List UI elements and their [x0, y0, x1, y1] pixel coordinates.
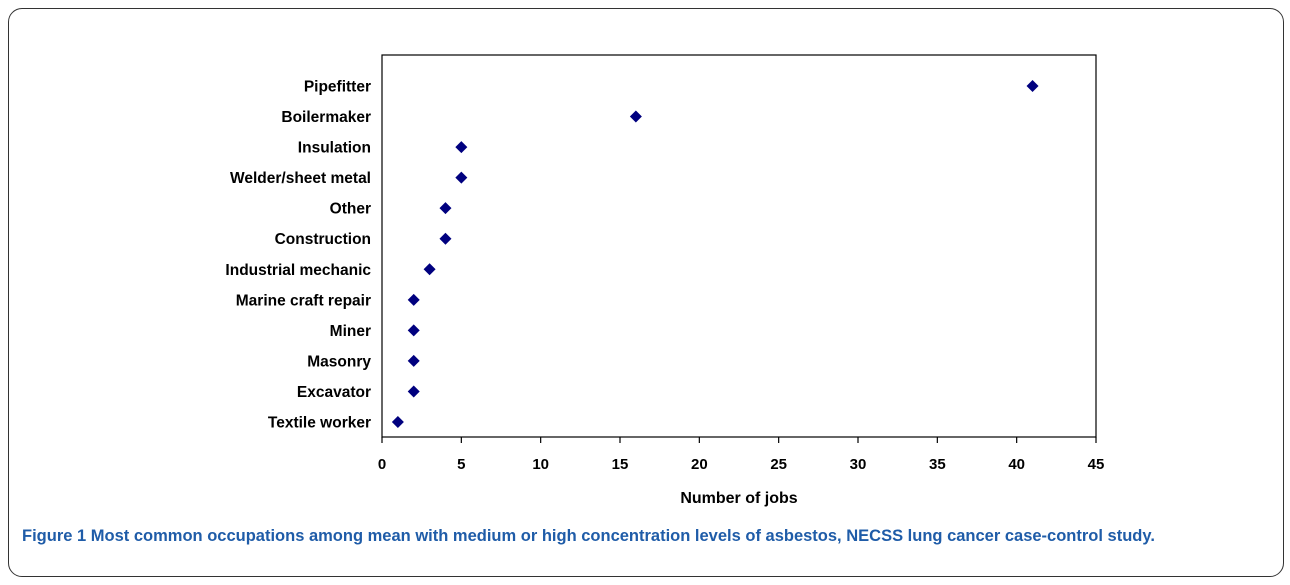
data-point-diamond	[455, 141, 468, 154]
data-points	[391, 80, 1039, 428]
category-label: Textile worker	[268, 415, 371, 432]
category-label: Welder/sheet metal	[230, 170, 371, 187]
figure-caption: Figure 1 Most common occupations among m…	[22, 525, 1262, 548]
category-label: Masonry	[307, 353, 371, 370]
caption-label: Figure 1	[22, 527, 87, 545]
category-label: Industrial mechanic	[225, 262, 371, 279]
x-tick-label: 0	[378, 456, 386, 473]
x-tick-label: 30	[850, 456, 867, 473]
x-tick-label: 40	[1008, 456, 1025, 473]
category-label: Insulation	[298, 140, 371, 157]
data-point-diamond	[439, 232, 452, 245]
x-axis-tick-labels: 0 5 10 15 20 25 30 35 40 45	[378, 456, 1105, 473]
data-point-diamond	[407, 354, 420, 367]
x-tick-label: 35	[929, 456, 946, 473]
data-point-diamond	[1026, 80, 1039, 92]
data-point-diamond	[407, 324, 420, 337]
x-tick-label: 5	[457, 456, 465, 473]
x-axis-ticks	[381, 437, 1097, 443]
category-label: Marine craft repair	[236, 292, 371, 309]
data-point-diamond	[423, 263, 436, 276]
data-point-diamond	[391, 416, 404, 428]
data-point-diamond	[629, 110, 642, 123]
x-axis-title: Number of jobs	[680, 490, 797, 507]
category-label: Construction	[275, 231, 371, 248]
data-point-diamond	[439, 202, 452, 215]
data-point-diamond	[407, 293, 420, 306]
category-label: Excavator	[297, 384, 371, 401]
category-labels: Pipefitter Boilermaker Insulation Welder/sh…	[225, 79, 371, 432]
x-tick-label: 25	[770, 456, 787, 473]
category-label: Miner	[330, 323, 371, 340]
x-tick-label: 15	[612, 456, 629, 473]
data-point-diamond	[407, 385, 420, 398]
data-point-diamond	[455, 171, 468, 184]
x-tick-label: 45	[1088, 456, 1105, 473]
chart: 0 5 10 15 20 25 30 35 40 45 Pipefitter Boilermaker…	[225, 54, 1105, 507]
category-label: Other	[330, 201, 371, 218]
x-tick-label: 10	[532, 456, 549, 473]
category-label: Boilermaker	[281, 109, 371, 126]
x-tick-label: 20	[691, 456, 708, 473]
category-label: Pipefitter	[304, 79, 371, 96]
plot-area	[381, 54, 1097, 438]
caption-text: Most common occupations among mean with …	[90, 527, 1155, 545]
